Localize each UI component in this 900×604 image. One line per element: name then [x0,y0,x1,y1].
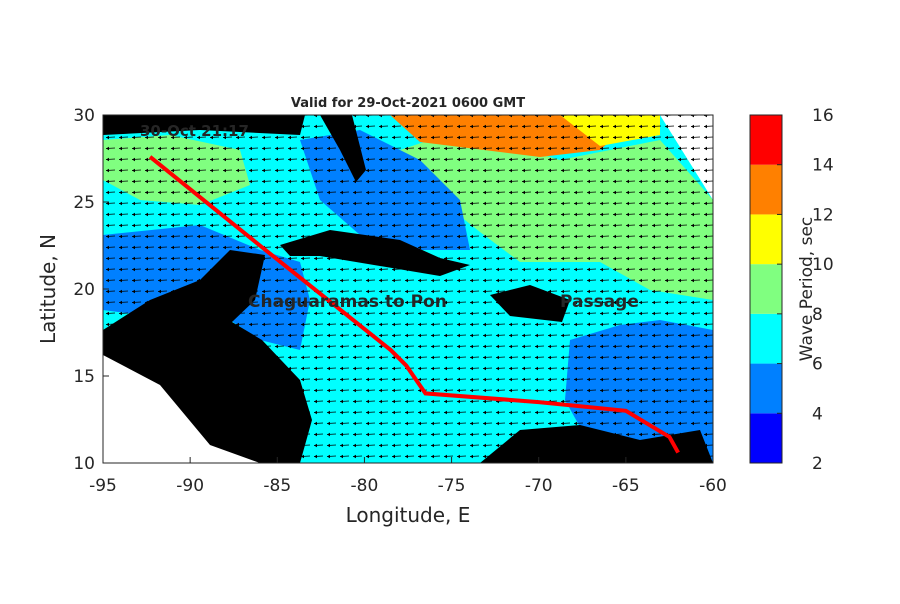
colorbar-segment [750,164,782,215]
y-tick-label: 10 [73,454,95,474]
annotation: Passage [560,292,639,312]
land [490,285,570,322]
annotation: 30-Oct 21:17 [140,122,249,140]
x-tick-label: -85 [263,476,291,496]
y-tick-label: 20 [73,280,95,300]
land [280,230,470,276]
x-axis-label: Longitude, E [346,503,471,527]
x-tick-label: -90 [176,476,204,496]
colorbar-tick-label: 14 [812,156,834,176]
land [320,115,366,182]
colorbar-segment [750,115,782,165]
colorbar-tick-label: 2 [812,454,823,474]
x-tick-label: -75 [438,476,466,496]
x-tick-label: -60 [699,476,727,496]
x-tick-label: -95 [89,476,117,496]
colorbar-tick-label: 10 [812,255,834,275]
colorbar-segment [750,214,782,265]
colorbar-segment [750,413,782,463]
y-tick-label: 30 [73,106,95,126]
x-tick-label: -80 [351,476,379,496]
colorbar-segment [750,313,782,364]
colorbar-tick-label: 6 [812,355,823,375]
land [480,425,713,463]
x-tick-label: -65 [612,476,640,496]
map-field [103,115,713,463]
colorbar-tick-label: 4 [812,404,823,424]
colorbar-label: Wave Period, sec [797,217,817,362]
colorbar-tick-label: 12 [812,205,834,225]
land [103,115,305,135]
colorbar-tick-label: 8 [812,305,823,325]
colorbar-frame [749,114,783,464]
x-tick-label: -70 [525,476,553,496]
colorbar-segment [750,264,782,314]
land-outside [103,355,260,463]
colorbar-tick-label: 16 [812,106,834,126]
colorbar-segment [750,363,782,414]
y-axis-label: Latitude, N [36,234,60,344]
y-tick-label: 15 [73,367,95,387]
y-tick-label: 25 [73,193,95,213]
route [148,155,680,454]
chart-title: Valid for 29-Oct-2021 0600 GMT [291,96,525,111]
annotation: Chaguaramas to Pon [248,292,447,312]
